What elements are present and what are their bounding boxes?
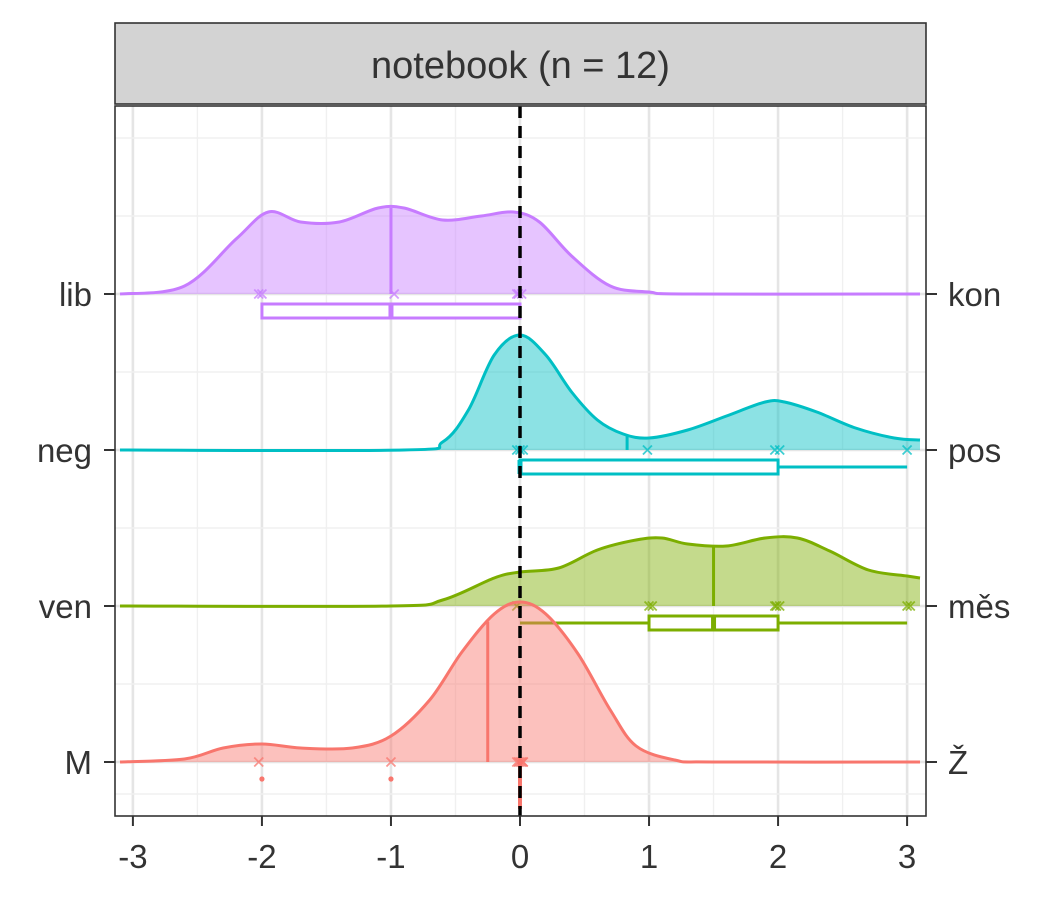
data-point (643, 600, 655, 612)
y-axis-label-right: měs (948, 588, 1010, 625)
data-point (901, 444, 913, 456)
data-point (771, 600, 782, 612)
data-point (642, 444, 653, 456)
outlier-point (259, 776, 265, 782)
y-axis-label-right: pos (948, 432, 1001, 469)
data-point (514, 756, 526, 768)
data-point (253, 288, 264, 300)
ridge-series (119, 600, 921, 809)
density-line (119, 535, 921, 608)
density-line (119, 333, 921, 453)
y-axis-label-left: M (65, 744, 93, 781)
x-axis-tick-label: 0 (511, 838, 529, 875)
density-area (120, 536, 920, 607)
data-point (385, 756, 397, 768)
density-line (119, 600, 921, 764)
data-point (905, 600, 916, 612)
y-axis-label-left: lib (59, 276, 92, 313)
outlier-point (388, 776, 394, 782)
data-point (389, 288, 400, 300)
data-point (769, 444, 781, 456)
box-iqr (518, 458, 780, 476)
y-axis-label-left: neg (37, 432, 92, 469)
data-point (518, 756, 529, 768)
data-point (901, 600, 913, 612)
x-axis-tick-label: 3 (898, 838, 916, 875)
data-point (256, 288, 268, 300)
x-axis-tick-label: -3 (118, 838, 147, 875)
x-axis-tick-label: -1 (376, 838, 405, 875)
x-axis-tick-label: 2 (769, 838, 787, 875)
axes: -3 -2 -1 0 1 2 3 lib kon neg pos ven měs M Ž (37, 276, 1010, 875)
data-point (647, 600, 658, 612)
y-axis-label-right: kon (948, 276, 1001, 313)
density-area (120, 602, 920, 763)
x-axis-tick-label: -2 (247, 838, 276, 875)
data-point (253, 756, 264, 768)
y-axis-label-left: ven (39, 588, 92, 625)
y-axis-label-right: Ž (948, 744, 968, 781)
facet-strip (114, 22, 927, 105)
data-point (769, 600, 781, 612)
x-axis-tick-label: 1 (640, 838, 658, 875)
density-line (119, 204, 921, 296)
facet-title: notebook (n = 12) (371, 45, 670, 87)
ridge-series (119, 535, 921, 632)
